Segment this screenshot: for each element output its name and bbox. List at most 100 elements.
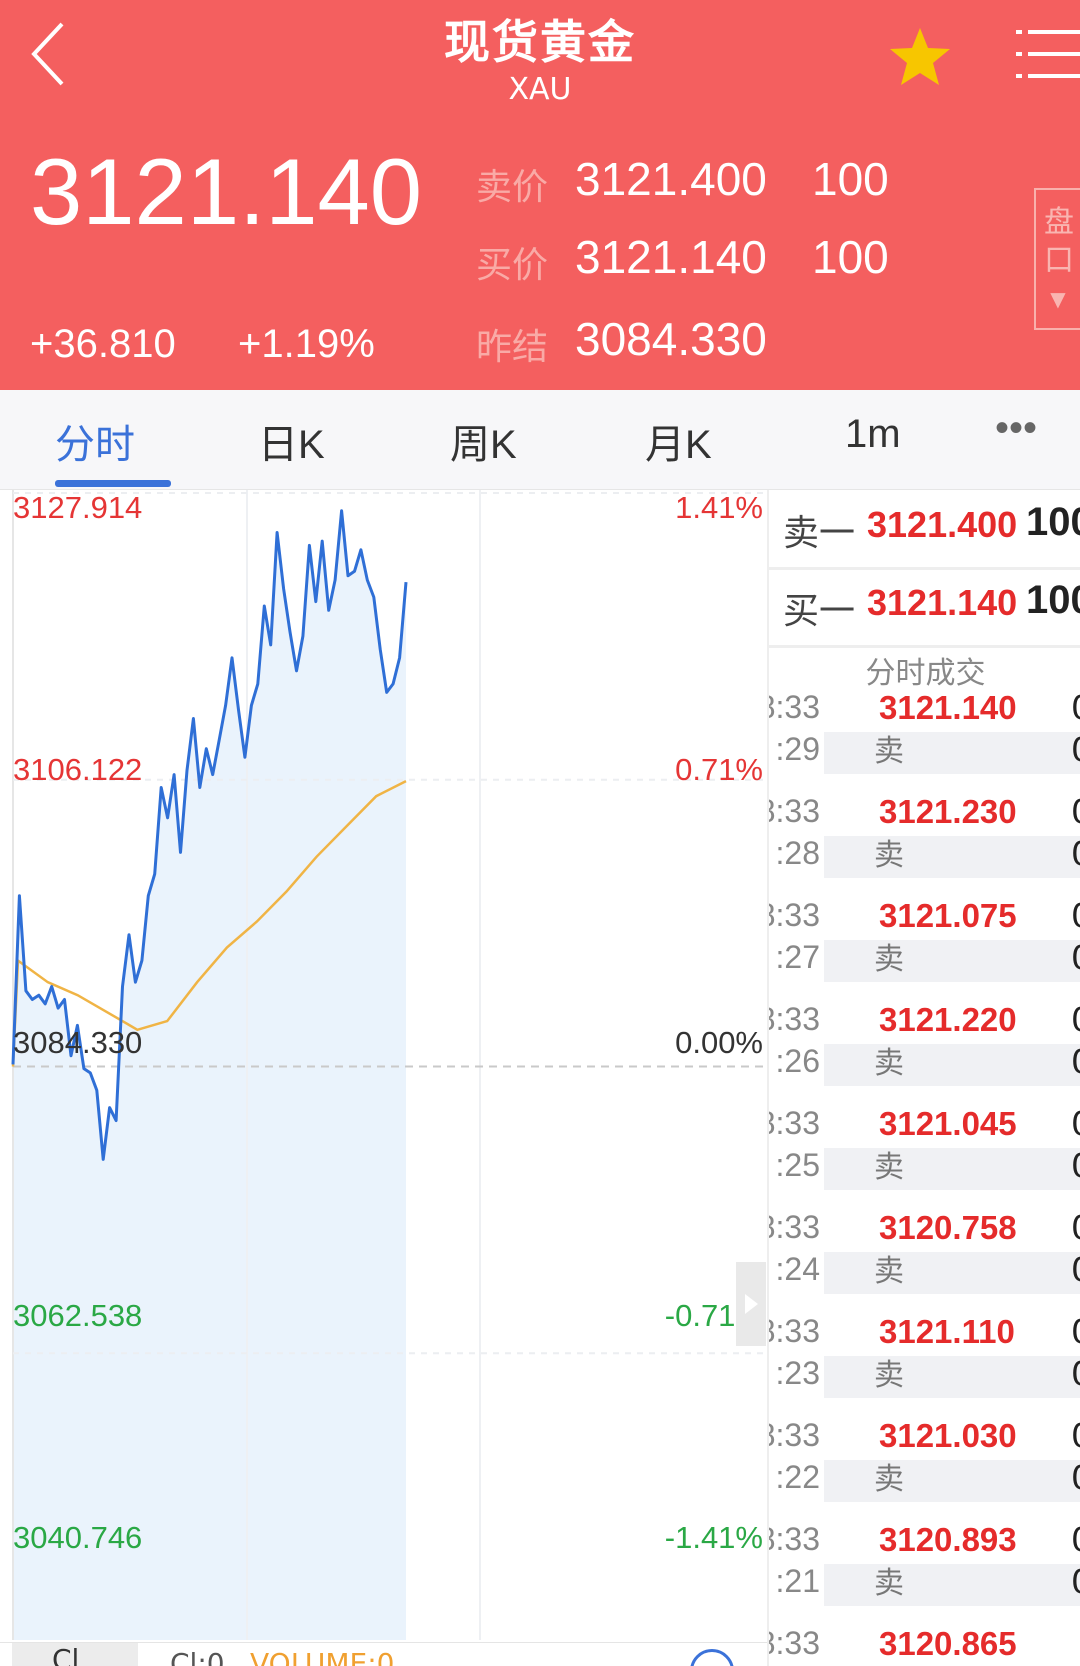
trade-side: 卖: [874, 1358, 904, 1393]
trade-volume: 0: [1071, 1001, 1080, 1038]
tab-1m[interactable]: 1m: [845, 412, 901, 456]
pankou-label: 盘口: [1044, 205, 1074, 278]
instrument-title: 现货黄金: [444, 15, 636, 69]
trade-volume-2: 0: [1071, 1251, 1080, 1288]
y-tick-right: 0.71%: [675, 752, 763, 787]
cl-value: Cl:0: [170, 1647, 225, 1666]
trade-time: 18:33: [769, 1313, 820, 1349]
trade-seconds: :22: [775, 1459, 820, 1495]
trade-side-bar: 卖: [824, 836, 1080, 878]
tab-weekly-k[interactable]: 周K: [450, 423, 517, 467]
trade-price: 3120.865: [879, 1625, 1017, 1662]
bid-level-label: 买一: [783, 591, 856, 632]
price-change: +36.810: [30, 322, 176, 366]
back-icon[interactable]: [28, 20, 68, 88]
order-book-panel: 卖一 3121.400 100 买一 3121.140 100 分时成交 18:…: [767, 490, 1080, 1666]
ask-level-1: 卖一 3121.400 100: [769, 490, 1080, 570]
ask-volume: 100: [812, 153, 889, 205]
trade-side: 卖: [874, 1046, 904, 1081]
chart-period-tabs: 分时 日K 周K 月K 1m •••: [0, 390, 1080, 490]
refresh-icon[interactable]: [690, 1649, 734, 1666]
bid-level-price: 3121.140: [867, 582, 1018, 623]
trade-volume: 0: [1071, 1417, 1080, 1454]
y-tick-left: 3084.330: [13, 1025, 143, 1060]
trade-volume: 0: [1071, 897, 1080, 934]
trade-row: 18:33 3121.045 0 卖 :25 0: [769, 1105, 1080, 1190]
trade-price: 3121.230: [879, 793, 1017, 830]
play-arrow-icon: [745, 1294, 758, 1314]
trade-volume-2: 0: [1071, 1043, 1080, 1080]
trade-row: 18:33 3120.865: [769, 1625, 1080, 1664]
y-tick-left: 3106.122: [13, 752, 143, 787]
active-tab-indicator: [55, 480, 171, 487]
trade-volume: 0: [1071, 1521, 1080, 1558]
trade-volume-2: 0: [1071, 1355, 1080, 1392]
tab-intraday[interactable]: 分时: [55, 423, 135, 467]
trade-row: 18:33 3121.030 0 卖 :22 0: [769, 1417, 1080, 1502]
trade-volume-2: 0: [1071, 939, 1080, 976]
tab-daily-k[interactable]: 日K: [258, 423, 325, 467]
indicator-tab-cl[interactable]: Cl: [12, 1643, 138, 1666]
bid-price: 3121.140: [575, 231, 767, 283]
bid-level-volume: 100: [1026, 578, 1080, 622]
prev-settle-price: 3084.330: [575, 313, 767, 365]
trade-price: 3121.140: [879, 689, 1017, 726]
volume-value: VOLUME:0: [250, 1647, 395, 1666]
trade-row: 18:33 3120.893 0 卖 :21 0: [769, 1521, 1080, 1606]
menu-list-icon[interactable]: [1016, 28, 1080, 84]
trade-seconds: :24: [775, 1251, 820, 1287]
price-change-percent: +1.19%: [238, 322, 375, 366]
trade-row: 18:33 3121.230 0 卖 :28 0: [769, 793, 1080, 878]
trade-side: 卖: [874, 838, 904, 873]
star-icon[interactable]: [888, 26, 952, 88]
prev-settle-label: 昨结: [476, 327, 549, 368]
trade-side-bar: 卖: [824, 940, 1080, 982]
pankou-toggle-button[interactable]: 盘口 ▼: [1034, 188, 1080, 330]
trade-time: 18:33: [769, 1105, 820, 1141]
trade-price: 3121.220: [879, 1001, 1017, 1038]
trade-row: 18:33 3121.110 0 卖 :23 0: [769, 1313, 1080, 1398]
y-tick-left: 3127.914: [13, 490, 143, 525]
chart-canvas: [11, 490, 767, 1640]
trade-seconds: :28: [775, 835, 820, 871]
trade-side: 卖: [874, 734, 904, 769]
trade-time: 18:33: [769, 1521, 820, 1557]
trade-volume-2: 0: [1071, 1459, 1080, 1496]
intraday-chart[interactable]: 3127.914 1.41% 3106.122 0.71% 3084.330 0.00% 3…: [0, 490, 767, 1642]
y-tick-left: 3062.538: [13, 1298, 143, 1333]
bid-label: 买价: [476, 245, 549, 286]
trade-side-bar: 卖: [824, 1252, 1080, 1294]
collapse-panel-handle[interactable]: [736, 1262, 766, 1346]
trade-side-bar: 卖: [824, 1460, 1080, 1502]
average-price-line: [11, 779, 407, 1067]
trade-seconds: :26: [775, 1043, 820, 1079]
y-tick-right: 1.41%: [675, 490, 763, 525]
trade-side: 卖: [874, 1462, 904, 1497]
trade-price: 3121.045: [879, 1105, 1017, 1142]
trade-seconds: :29: [775, 731, 820, 767]
trade-time: 18:33: [769, 1625, 820, 1661]
tab-monthly-k[interactable]: 月K: [645, 423, 712, 467]
trade-side-bar: 卖: [824, 1044, 1080, 1086]
ask-level-volume: 100: [1026, 500, 1080, 544]
more-tabs-button[interactable]: •••: [995, 406, 1038, 450]
trade-row: 18:33 3121.140 0 卖 :29 0: [769, 689, 1080, 774]
trade-seconds: :21: [775, 1563, 820, 1599]
ask-price: 3121.400: [575, 153, 767, 205]
ask-label: 卖价: [476, 167, 549, 208]
trade-side: 卖: [874, 1254, 904, 1289]
trade-price: 3121.075: [879, 897, 1017, 934]
y-tick-left: 3040.746: [13, 1520, 143, 1555]
bid-level-1: 买一 3121.140 100: [769, 568, 1080, 648]
instrument-symbol: XAU: [508, 72, 572, 107]
trade-side-bar: 卖: [824, 732, 1080, 774]
trade-volume: 0: [1071, 793, 1080, 830]
trade-time: 18:33: [769, 1209, 820, 1245]
trade-price: 3121.030: [879, 1417, 1017, 1454]
trade-row: 18:33 3121.075 0 卖 :27 0: [769, 897, 1080, 982]
trade-side-bar: 卖: [824, 1564, 1080, 1606]
trade-time: 18:33: [769, 793, 820, 829]
trade-time: 18:33: [769, 1001, 820, 1037]
trade-price: 3121.110: [879, 1313, 1015, 1350]
trade-volume-2: 0: [1071, 1147, 1080, 1184]
